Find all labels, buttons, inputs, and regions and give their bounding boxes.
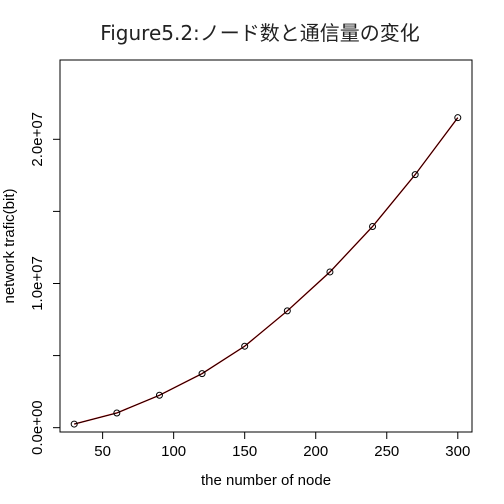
y-tick-label: 0.0e+00 (29, 400, 46, 455)
data-point (198, 370, 206, 378)
y-tick-label: 1.0e+07 (29, 256, 46, 311)
chart-title: Figure5.2:ノード数と通信量の変化 (100, 21, 420, 45)
data-point (70, 420, 78, 428)
x-tick-label: 200 (303, 443, 328, 460)
x-tick-label: 250 (374, 443, 399, 460)
plot-frame (59, 59, 473, 433)
y-axis-label: network trafic(bit) (1, 188, 18, 303)
x-tick-label: 100 (161, 443, 186, 460)
series-line (74, 117, 459, 425)
data-point (411, 171, 419, 179)
plot-area (70, 114, 462, 428)
data-point (369, 223, 377, 231)
data-point (326, 268, 334, 276)
data-point (454, 114, 462, 122)
fit-curve (74, 117, 459, 425)
data-point (155, 391, 163, 399)
data-point (241, 342, 249, 350)
y-tick-label: 2.0e+07 (29, 112, 46, 167)
data-point (283, 307, 291, 315)
x-tick-label: 150 (232, 443, 257, 460)
y-axis: 0.0e+00 1.0e+07 2.0e+07 (29, 112, 60, 455)
x-tick-label: 50 (94, 443, 111, 460)
x-axis: 50 100 150 200 250 300 (94, 432, 470, 460)
x-tick-label: 300 (445, 443, 470, 460)
data-point (113, 409, 121, 417)
x-axis-label: the number of node (201, 472, 331, 489)
